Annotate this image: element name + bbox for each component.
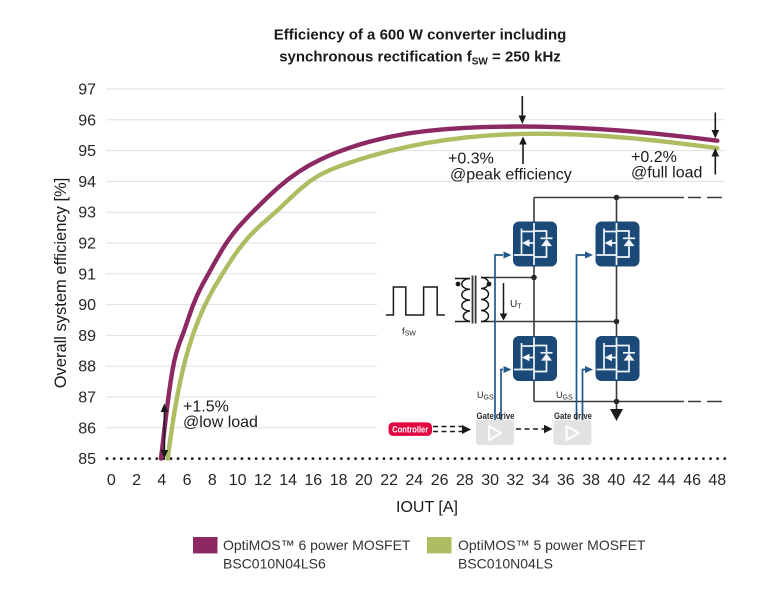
svg-text:10: 10 — [229, 472, 247, 489]
svg-text:24: 24 — [405, 472, 423, 489]
svg-text:42: 42 — [633, 472, 651, 489]
svg-text:@low load: @low load — [183, 414, 258, 431]
svg-text:95: 95 — [78, 143, 96, 160]
svg-text:26: 26 — [431, 472, 449, 489]
svg-text:85: 85 — [78, 451, 96, 468]
svg-text:8: 8 — [208, 472, 217, 489]
svg-text:4: 4 — [157, 472, 166, 489]
svg-text:90: 90 — [78, 297, 96, 314]
svg-text:+1.5%: +1.5% — [183, 399, 229, 416]
svg-text:20: 20 — [355, 472, 373, 489]
svg-text:@peak efficiency: @peak efficiency — [450, 167, 572, 184]
svg-text:46: 46 — [683, 472, 701, 489]
svg-text:Gate drive: Gate drive — [477, 411, 515, 421]
svg-text:36: 36 — [557, 472, 575, 489]
svg-text:OptiMOS™ 5 power MOSFET: OptiMOS™ 5 power MOSFET — [458, 537, 646, 553]
svg-text:89: 89 — [78, 328, 96, 345]
svg-text:38: 38 — [582, 472, 600, 489]
svg-text:+0.2%: +0.2% — [631, 149, 677, 166]
svg-text:34: 34 — [532, 472, 550, 489]
svg-text:6: 6 — [183, 472, 192, 489]
svg-text:92: 92 — [78, 236, 96, 253]
svg-text:30: 30 — [481, 472, 499, 489]
svg-text:28: 28 — [456, 472, 474, 489]
svg-text:IOUT [A]: IOUT [A] — [396, 499, 458, 516]
svg-text:fSW: fSW — [402, 326, 416, 338]
svg-text:40: 40 — [607, 472, 625, 489]
svg-text:88: 88 — [78, 359, 96, 376]
svg-text:BSC010N04LS6: BSC010N04LS6 — [223, 556, 326, 572]
svg-text:14: 14 — [279, 472, 297, 489]
svg-text:22: 22 — [380, 472, 398, 489]
svg-text:UT: UT — [510, 299, 522, 311]
svg-text:Efficiency of a 600 W converte: Efficiency of a 600 W converter includin… — [274, 27, 567, 44]
svg-text:UGS: UGS — [477, 390, 494, 402]
svg-text:BSC010N04LS: BSC010N04LS — [458, 556, 553, 572]
svg-text:94: 94 — [78, 174, 96, 191]
svg-text:86: 86 — [78, 420, 96, 437]
svg-text:48: 48 — [708, 472, 726, 489]
svg-text:0: 0 — [107, 472, 116, 489]
svg-text:18: 18 — [330, 472, 348, 489]
svg-text:synchronous rectification fSW: synchronous rectification fSW = 250 kHz — [279, 48, 561, 67]
svg-text:44: 44 — [658, 472, 676, 489]
svg-text:Overall system efficiency [%]: Overall system efficiency [%] — [52, 178, 70, 389]
svg-text:UGS: UGS — [556, 390, 573, 402]
svg-text:2: 2 — [132, 472, 141, 489]
svg-text:+0.3%: +0.3% — [448, 151, 494, 168]
svg-text:97: 97 — [78, 82, 96, 99]
svg-text:OptiMOS™ 6 power MOSFET: OptiMOS™ 6 power MOSFET — [223, 537, 411, 553]
svg-text:Controller: Controller — [392, 425, 428, 435]
svg-text:96: 96 — [78, 112, 96, 129]
svg-text:12: 12 — [254, 472, 272, 489]
svg-text:87: 87 — [78, 390, 96, 407]
svg-text:93: 93 — [78, 205, 96, 222]
svg-text:16: 16 — [304, 472, 322, 489]
svg-text:Gate drive: Gate drive — [554, 411, 592, 421]
svg-text:91: 91 — [78, 266, 96, 283]
svg-text:@full load: @full load — [631, 165, 702, 182]
svg-text:32: 32 — [506, 472, 524, 489]
